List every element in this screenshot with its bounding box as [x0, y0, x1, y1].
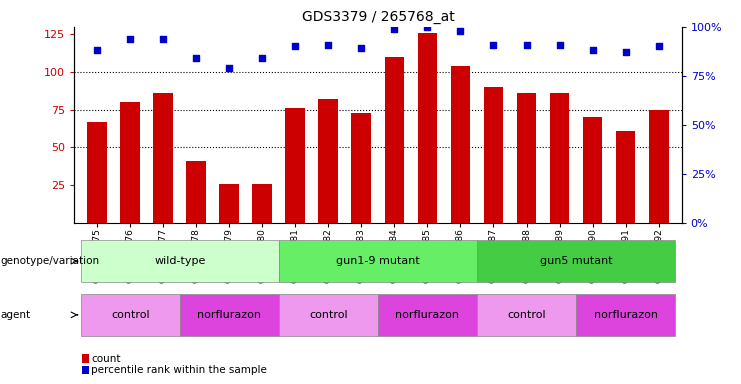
Bar — [477, 294, 576, 336]
Point — [256, 55, 268, 61]
Point — [587, 47, 599, 53]
Bar — [516, 93, 536, 223]
Point — [388, 26, 400, 32]
Bar — [417, 33, 437, 223]
Point — [356, 45, 368, 51]
Title: GDS3379 / 265768_at: GDS3379 / 265768_at — [302, 10, 454, 25]
Point — [91, 47, 103, 53]
Point — [223, 65, 235, 71]
Bar — [219, 184, 239, 223]
Bar — [81, 294, 180, 336]
Point — [422, 24, 433, 30]
Bar — [180, 294, 279, 336]
Point — [521, 41, 533, 48]
Bar — [81, 240, 279, 282]
Bar — [187, 161, 206, 223]
Point — [488, 41, 499, 48]
Point — [653, 43, 665, 50]
Text: control: control — [111, 310, 150, 320]
Text: count: count — [91, 354, 121, 364]
Point — [554, 41, 565, 48]
Text: genotype/variation: genotype/variation — [1, 256, 100, 266]
Bar — [582, 117, 602, 223]
Point — [190, 55, 202, 61]
Bar — [477, 240, 675, 282]
Bar — [550, 93, 569, 223]
Text: norflurazon: norflurazon — [396, 310, 459, 320]
Text: wild-type: wild-type — [154, 256, 205, 266]
Text: agent: agent — [1, 310, 31, 320]
Text: control: control — [309, 310, 348, 320]
Point — [619, 49, 631, 55]
Bar — [378, 294, 477, 336]
Bar — [351, 113, 371, 223]
Bar — [285, 108, 305, 223]
Bar — [279, 294, 378, 336]
Text: percentile rank within the sample: percentile rank within the sample — [91, 365, 267, 375]
Bar — [319, 99, 339, 223]
Text: norflurazon: norflurazon — [594, 310, 657, 320]
Bar — [576, 294, 675, 336]
Text: gun1-9 mutant: gun1-9 mutant — [336, 256, 420, 266]
Point — [290, 43, 302, 50]
Bar — [484, 87, 503, 223]
Text: norflurazon: norflurazon — [197, 310, 262, 320]
Point — [454, 28, 466, 34]
Text: gun5 mutant: gun5 mutant — [539, 256, 612, 266]
Bar — [87, 122, 107, 223]
Bar — [385, 57, 405, 223]
Bar — [153, 93, 173, 223]
Bar — [253, 184, 272, 223]
Bar — [120, 102, 140, 223]
Bar — [279, 240, 477, 282]
Point — [124, 36, 136, 42]
Point — [157, 36, 169, 42]
Bar — [451, 66, 471, 223]
Point — [322, 41, 334, 48]
Text: control: control — [507, 310, 546, 320]
Bar — [616, 131, 636, 223]
Bar — [648, 110, 668, 223]
